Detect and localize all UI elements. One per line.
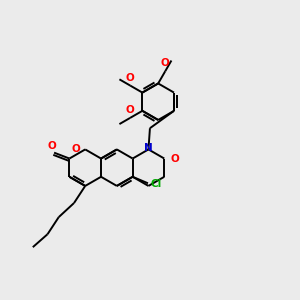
- Text: O: O: [126, 105, 134, 115]
- Text: O: O: [48, 141, 56, 151]
- Text: O: O: [171, 154, 179, 164]
- Text: Cl: Cl: [150, 179, 161, 190]
- Text: O: O: [161, 58, 170, 68]
- Text: O: O: [71, 144, 80, 154]
- Text: O: O: [126, 73, 134, 82]
- Text: N: N: [144, 143, 153, 153]
